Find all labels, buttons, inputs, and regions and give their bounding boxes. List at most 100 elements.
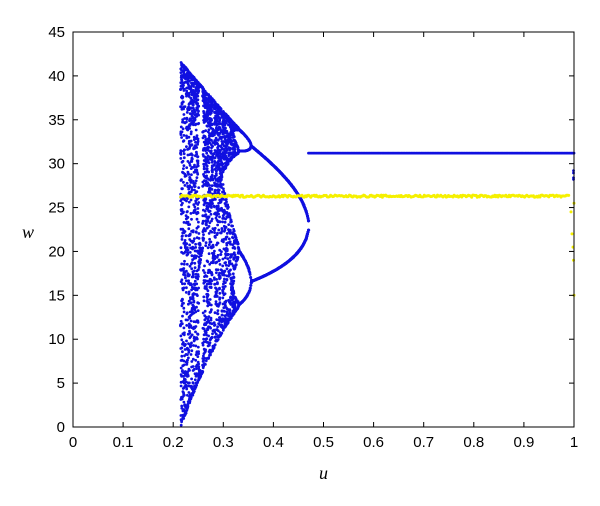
scatter-point-blue (202, 299, 206, 303)
scatter-point-blue (222, 287, 226, 290)
scatter-point-blue (188, 251, 192, 254)
scatter-point-blue (217, 258, 221, 262)
scatter-point-blue (196, 309, 200, 312)
scatter-point-blue (179, 319, 183, 323)
scatter-point-blue (194, 246, 198, 249)
scatter-point-blue (217, 185, 221, 188)
scatter-point-blue (216, 138, 220, 142)
scatter-point-blue (194, 179, 198, 183)
scatter-point-blue (207, 161, 211, 165)
scatter-point-blue (180, 346, 184, 350)
scatter-point-blue (201, 219, 205, 223)
scatter-point-blue (205, 151, 209, 155)
scatter-point-blue (197, 352, 201, 356)
scatter-point-blue (225, 200, 228, 204)
scatter-point-blue (183, 348, 187, 351)
scatter-point-blue (197, 113, 201, 117)
scatter-point-blue (190, 188, 194, 192)
scatter-point-blue (205, 285, 208, 289)
scatter-point-blue (210, 166, 214, 170)
scatter-point-blue (229, 242, 232, 246)
scatter-point-blue (233, 253, 237, 257)
scatter-point-blue (248, 286, 252, 290)
scatter-point-blue (183, 239, 187, 242)
scatter-point-blue (200, 249, 204, 253)
scatter-point-blue (209, 204, 213, 208)
scatter-point-blue (185, 311, 189, 315)
scatter-point-blue (307, 219, 310, 223)
scatter-point-blue (179, 105, 183, 109)
scatter-point-blue (233, 247, 237, 250)
scatter-point-blue (206, 114, 210, 118)
scatter-point-blue (204, 197, 208, 201)
scatter-point-blue (220, 250, 223, 254)
scatter-point-blue (209, 318, 213, 322)
scatter-point-blue (195, 367, 199, 370)
scatter-point-blue (225, 243, 229, 247)
scatter-point-blue (213, 226, 217, 230)
scatter-point-blue (230, 220, 233, 224)
scatter-point-blue (205, 164, 209, 168)
scatter-point-blue (205, 226, 209, 230)
scatter-point-blue (206, 246, 210, 250)
scatter-point-blue (215, 118, 219, 121)
scatter-point-blue (181, 95, 185, 99)
scatter-point-blue (197, 89, 201, 93)
scatter-point-blue (186, 404, 190, 408)
scatter-point-blue (232, 279, 236, 283)
scatter-point-blue (190, 385, 194, 389)
scatter-point-blue (213, 156, 217, 160)
scatter-point-blue (207, 128, 211, 132)
scatter-point-blue (221, 162, 225, 166)
scatter-point-blue (195, 190, 199, 194)
scatter-point-blue (194, 310, 198, 314)
scatter-point-blue (188, 223, 192, 226)
scatter-point-blue (185, 134, 188, 138)
scatter-point-blue (206, 294, 210, 298)
scatter-point-blue (222, 189, 226, 193)
scatter-point-blue (199, 258, 203, 262)
scatter-point-blue (221, 296, 225, 300)
scatter-point-blue (216, 312, 220, 316)
scatter-point-blue (220, 115, 224, 119)
scatter-point-blue (193, 185, 197, 188)
scatter-point-blue (185, 279, 188, 283)
scatter-point-blue (211, 170, 214, 174)
scatter-point-blue (211, 145, 215, 148)
scatter-point-blue (190, 160, 194, 163)
scatter-point-blue (249, 284, 253, 287)
scatter-point-blue (195, 282, 199, 286)
scatter-point-blue (182, 113, 186, 116)
scatter-point-blue (185, 89, 189, 93)
scatter-point-blue (182, 310, 186, 314)
scatter-point-blue (215, 289, 219, 293)
scatter-point-blue (223, 220, 227, 224)
scatter-point-blue (193, 283, 197, 287)
scatter-point-blue (226, 321, 230, 324)
scatter-point-blue (208, 221, 212, 225)
scatter-point-blue (215, 278, 219, 281)
scatter-point-blue (201, 239, 205, 242)
scatter-point-blue (213, 257, 217, 261)
scatter-point-blue (189, 296, 192, 299)
scatter-point-blue (196, 102, 200, 105)
scatter-point-blue (210, 122, 214, 126)
scatter-point-blue (189, 118, 193, 122)
scatter-point-blue (197, 301, 201, 305)
scatter-point-blue (189, 139, 193, 143)
scatter-point-blue (202, 354, 205, 358)
scatter-point-blue (205, 223, 208, 227)
scatter-point-blue (188, 147, 191, 150)
scatter-point-blue (196, 159, 200, 163)
scatter-point-blue (182, 180, 185, 184)
scatter-point-blue (181, 350, 184, 354)
scatter-point-blue (206, 158, 210, 162)
scatter-point-blue (184, 383, 188, 387)
scatter-point-blue (202, 233, 205, 237)
scatter-point-blue (231, 264, 235, 268)
scatter-point-blue (217, 228, 221, 232)
scatter-point-blue (224, 225, 228, 229)
scatter-point-blue (189, 198, 193, 202)
scatter-point-blue (215, 126, 218, 130)
